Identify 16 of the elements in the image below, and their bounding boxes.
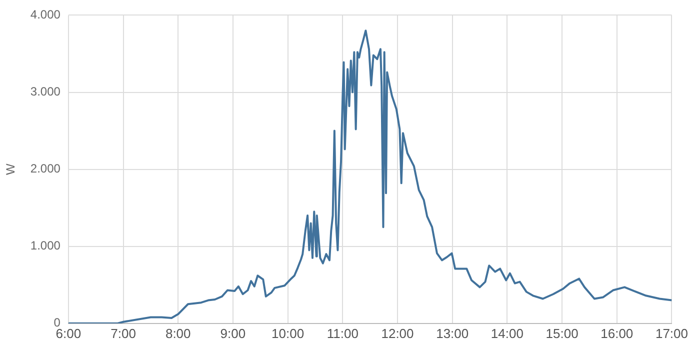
x-tick-label: 12:00 [381, 326, 414, 341]
x-tick-label: 11:00 [326, 326, 358, 341]
y-tick-label: 1.000 [30, 238, 61, 253]
x-tick-label: 17:00 [655, 326, 688, 341]
y-tick-label: 4.000 [30, 8, 61, 22]
x-tick-label: 9:00 [220, 326, 246, 341]
x-tick-label: 16:00 [600, 326, 634, 341]
x-tick-label: 7:00 [110, 326, 136, 341]
y-axis-title: W [4, 162, 18, 175]
x-tick-label: 13:00 [436, 326, 469, 341]
x-tick-label: 14:00 [490, 326, 524, 341]
x-tick-label: 15:00 [546, 326, 578, 341]
x-tick-label: 8:00 [165, 326, 191, 341]
y-tick-label: 2.000 [30, 162, 61, 176]
x-tick-label: 10:00 [272, 326, 304, 341]
y-tick-label: 3.000 [30, 84, 61, 99]
